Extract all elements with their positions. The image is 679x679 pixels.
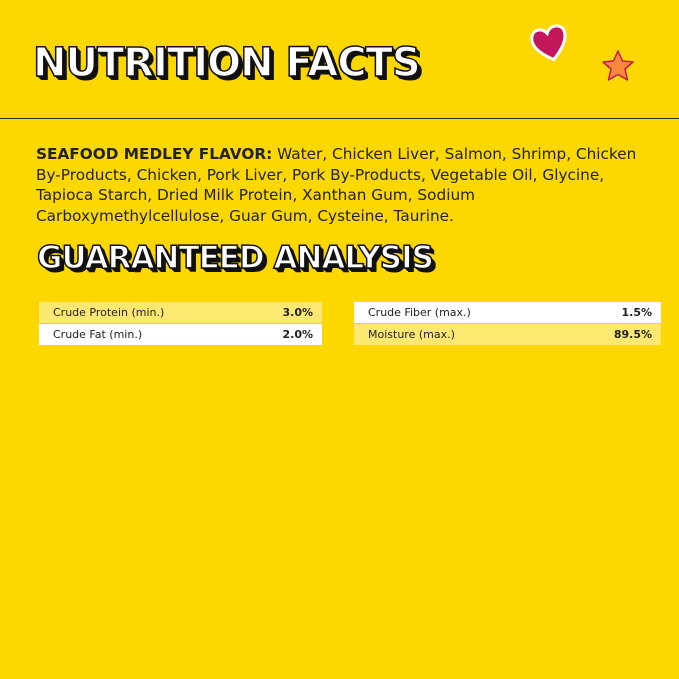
star-icon: [602, 50, 634, 81]
section-title: GUARANTEED ANALYSIS: [36, 239, 434, 277]
analysis-table-left: Crude Protein (min.) 3.0% Crude Fat (min.…: [39, 302, 322, 345]
amount: 1.5%: [621, 306, 652, 319]
amount: 2.0%: [237, 323, 322, 345]
page-title: NUTRITION FACTS: [32, 39, 421, 87]
amount: 89.5%: [555, 323, 661, 345]
ingredients-text: Water, Chicken Liver, Salmon, Shrimp, Ch…: [36, 145, 637, 225]
amount: 3.0%: [282, 306, 313, 319]
nutrient: Crude Fiber (max.): [368, 306, 471, 319]
row: Crude Fat (min.) 2.0%: [39, 323, 322, 345]
ingredients: SEAFOOD MEDLEY FLAVOR: Water, Chicken Li…: [36, 144, 666, 226]
nutrient: Moisture (max.): [354, 323, 556, 345]
row: Crude Fiber (max.) 1.5%: [354, 302, 661, 324]
nutrient: Crude Fat (min.): [39, 323, 238, 345]
row: Crude Protein (min.) 3.0%: [39, 302, 322, 324]
nutrient: Crude Protein (min.): [53, 306, 165, 319]
ingredients-label: SEAFOOD MEDLEY FLAVOR:: [36, 145, 273, 163]
row: Moisture (max.) 89.5%: [354, 323, 661, 345]
header: NUTRITION FACTS: [0, 0, 679, 119]
analysis-table-right: Crude Fiber (max.) 1.5% Moisture (max.) 89…: [354, 302, 661, 345]
heart-icon: [530, 24, 567, 62]
